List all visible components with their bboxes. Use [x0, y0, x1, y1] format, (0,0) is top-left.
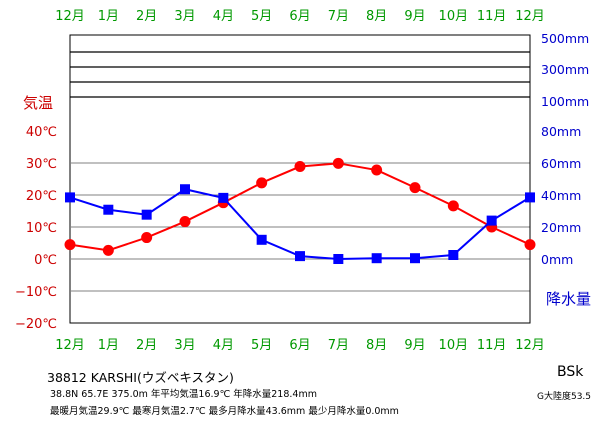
precip-tick-label: 40mm — [541, 188, 581, 203]
precipitation-point — [103, 204, 114, 215]
month-label-top: 4月 — [213, 9, 234, 24]
month-label-bottom: 5月 — [251, 338, 272, 353]
temperature-point — [179, 216, 191, 228]
precipitation-point — [333, 254, 344, 264]
temperature-point — [256, 177, 268, 189]
precipitation-point — [486, 215, 497, 226]
precipitation-point — [218, 192, 229, 203]
temperature-point — [447, 200, 459, 212]
temp-tick-label: −20℃ — [15, 317, 57, 332]
precip-tick-label: 20mm — [541, 220, 581, 235]
month-label-top: 10月 — [439, 9, 469, 24]
precipitation-point — [371, 253, 382, 264]
month-label-top: 11月 — [477, 9, 507, 24]
temperature-point — [64, 239, 76, 251]
month-label-bottom: 2月 — [136, 338, 157, 353]
temperature-point — [409, 182, 421, 194]
temp-tick-label: 10℃ — [26, 221, 57, 236]
precipitation-series — [65, 184, 535, 264]
precipitation-point — [65, 192, 75, 203]
month-label-bottom: 4月 — [213, 338, 234, 353]
month-label-bottom: 7月 — [328, 338, 349, 353]
precip-tick-label: 60mm — [541, 156, 581, 171]
month-label-top: 1月 — [98, 9, 119, 24]
top-month-labels: 12月 1月 2月 3月 4月 5月 6月 7月 8月 9月 10月 11月 12月 — [55, 9, 545, 24]
temperature-point — [141, 232, 153, 244]
temp-tick-label: 20℃ — [26, 189, 57, 204]
precipitation-axis: 500mm 300mm 100mm 80mm 60mm 40mm 20mm 0mm 降水量 — [541, 31, 591, 308]
temp-tick-label: −10℃ — [15, 285, 57, 300]
precipitation-point — [256, 234, 267, 245]
month-label-bottom: 1月 — [98, 338, 119, 353]
precipitation-line — [69, 188, 531, 261]
precipitation-point — [180, 184, 190, 195]
temperature-point — [332, 157, 344, 169]
temp-tick-label: 0℃ — [34, 253, 57, 268]
month-label-bottom: 8月 — [366, 338, 387, 353]
precipitation-point — [295, 251, 305, 262]
month-label-top: 5月 — [251, 9, 272, 24]
precip-axis-title: 降水量 — [546, 290, 591, 308]
month-label-top: 9月 — [404, 9, 425, 24]
month-label-bottom: 12月 — [515, 338, 545, 353]
month-label-top: 2月 — [136, 9, 157, 24]
temperature-point — [294, 161, 306, 173]
month-label-top: 6月 — [289, 9, 310, 24]
temperature-axis: 気温 40℃ 30℃ 20℃ 10℃ 0℃ −10℃ −20℃ — [15, 94, 57, 332]
koppen-class: BSk — [557, 364, 584, 380]
temp-axis-title: 気温 — [23, 94, 53, 112]
temperature-point — [524, 239, 536, 251]
plot-frame — [69, 34, 531, 324]
station-extremes-line: 最暖月気温29.9℃ 最寒月気温2.7℃ 最多月降水量43.6mm 最少月降水量… — [50, 406, 399, 417]
bottom-month-labels: 12月 1月 2月 3月 4月 5月 6月 7月 8月 9月 10月 11月 12月 — [55, 338, 545, 353]
chart-grid — [69, 34, 531, 324]
month-label-top: 12月 — [515, 9, 545, 24]
month-label-top: 12月 — [55, 9, 85, 24]
month-label-bottom: 3月 — [174, 338, 195, 353]
month-label-top: 7月 — [328, 9, 349, 24]
temperature-point — [371, 164, 383, 176]
temp-tick-label: 40℃ — [26, 125, 57, 140]
temperature-series — [64, 157, 536, 256]
station-name: 38812 KARSHI(ウズベキスタン) — [47, 370, 234, 385]
precip-tick-label: 100mm — [541, 94, 589, 109]
station-summary-line: 38.8N 65.7E 375.0m 年平均気温16.9℃ 年降水量218.4m… — [50, 389, 317, 400]
temp-tick-label: 30℃ — [26, 157, 57, 172]
precip-tick-label: 80mm — [541, 124, 581, 139]
precipitation-point — [525, 192, 535, 203]
precipitation-point — [448, 250, 459, 260]
month-label-bottom: 9月 — [404, 338, 425, 353]
precip-tick-label: 0mm — [541, 252, 573, 267]
month-label-top: 8月 — [366, 9, 387, 24]
temperature-point — [102, 244, 114, 256]
month-label-bottom: 12月 — [55, 338, 85, 353]
month-label-top: 3月 — [174, 9, 195, 24]
month-label-bottom: 6月 — [289, 338, 310, 353]
precip-tick-label: 500mm — [541, 31, 589, 46]
month-label-bottom: 11月 — [477, 338, 507, 353]
temperature-line — [69, 162, 531, 252]
continentality-index: G大陸度53.5 — [537, 392, 592, 402]
precipitation-point — [141, 209, 152, 220]
precipitation-point — [410, 253, 420, 264]
month-label-bottom: 10月 — [439, 338, 469, 353]
precip-tick-label: 300mm — [541, 62, 589, 77]
